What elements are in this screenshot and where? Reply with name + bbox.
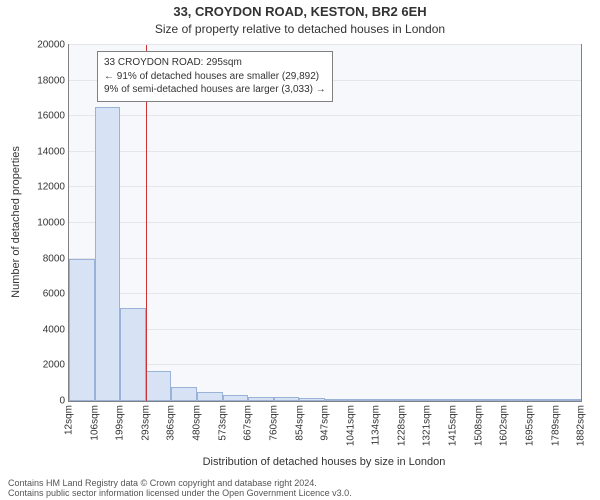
x-tick-label: 573sqm: [217, 405, 228, 441]
y-tick-label: 12000: [37, 182, 65, 193]
x-tick-label: 1134sqm: [371, 405, 382, 445]
x-tick-label: 1321sqm: [422, 405, 433, 446]
x-tick-label: 760sqm: [268, 405, 279, 441]
y-tick-label: 2000: [43, 360, 65, 371]
plot-area: 0200040006000800010000120001400016000180…: [68, 44, 582, 402]
histogram-bar: [120, 308, 146, 401]
x-tick-label: 1882sqm: [576, 405, 587, 446]
y-tick-label: 18000: [37, 75, 65, 86]
y-tick-label: 20000: [37, 40, 65, 51]
histogram-bar: [325, 399, 351, 401]
histogram-bar: [555, 399, 581, 401]
chart-title: 33, CROYDON ROAD, KESTON, BR2 6EH: [0, 4, 600, 19]
x-axis-title: Distribution of detached houses by size …: [68, 456, 580, 468]
histogram-bar: [427, 399, 453, 401]
annotation-line-2: 9% of semi-detached houses are larger (3…: [104, 83, 326, 97]
x-tick-label: 386sqm: [166, 405, 177, 441]
x-tick-label: 199sqm: [115, 405, 126, 441]
histogram-bar: [69, 259, 95, 401]
x-tick-label: 1041sqm: [345, 405, 356, 446]
x-tick-label: 1695sqm: [524, 405, 535, 446]
histogram-bar: [95, 107, 121, 401]
x-tick-label: 293sqm: [140, 405, 151, 441]
annotation-box: 33 CROYDON ROAD: 295sqm← 91% of detached…: [97, 51, 333, 102]
histogram-bar: [402, 399, 428, 401]
histogram-bar: [248, 397, 274, 401]
y-tick-label: 16000: [37, 111, 65, 122]
y-tick-label: 10000: [37, 218, 65, 229]
histogram-bar: [504, 399, 530, 401]
copyright-line-2: Contains public sector information licen…: [0, 488, 600, 498]
y-axis-title: Number of detached properties: [10, 146, 22, 298]
x-tick-label: 480sqm: [192, 405, 203, 441]
annotation-line-1: ← 91% of detached houses are smaller (29…: [104, 70, 326, 84]
histogram-bar: [530, 399, 556, 401]
x-tick-label: 1789sqm: [550, 405, 561, 446]
annotation-title: 33 CROYDON ROAD: 295sqm: [104, 56, 326, 70]
histogram-bar: [274, 397, 300, 401]
histogram-bar: [376, 399, 402, 401]
histogram-bar: [351, 399, 377, 401]
histogram-bar: [223, 395, 249, 401]
histogram-bar: [479, 399, 505, 401]
x-tick-label: 667sqm: [243, 405, 254, 441]
x-tick-label: 106sqm: [89, 405, 100, 441]
histogram-bar: [453, 399, 479, 401]
y-tick-label: 4000: [43, 324, 65, 335]
histogram-bar: [299, 398, 325, 401]
x-tick-label: 1508sqm: [473, 405, 484, 446]
copyright-block: Contains HM Land Registry data © Crown c…: [0, 478, 600, 498]
x-tick-label: 12sqm: [64, 405, 75, 435]
copyright-line-1: Contains HM Land Registry data © Crown c…: [0, 478, 600, 488]
x-tick-label: 1415sqm: [448, 405, 459, 446]
chart-subtitle: Size of property relative to detached ho…: [0, 22, 600, 36]
histogram-bar: [146, 371, 172, 401]
histogram-bar: [197, 392, 223, 401]
x-tick-label: 947sqm: [320, 405, 331, 441]
x-tick-label: 1602sqm: [499, 405, 510, 446]
x-tick-label: 854sqm: [294, 405, 305, 441]
y-tick-label: 6000: [43, 289, 65, 300]
y-tick-label: 14000: [37, 146, 65, 157]
y-tick-label: 8000: [43, 253, 65, 264]
histogram-bar: [171, 387, 197, 401]
x-tick-label: 1228sqm: [396, 405, 407, 446]
